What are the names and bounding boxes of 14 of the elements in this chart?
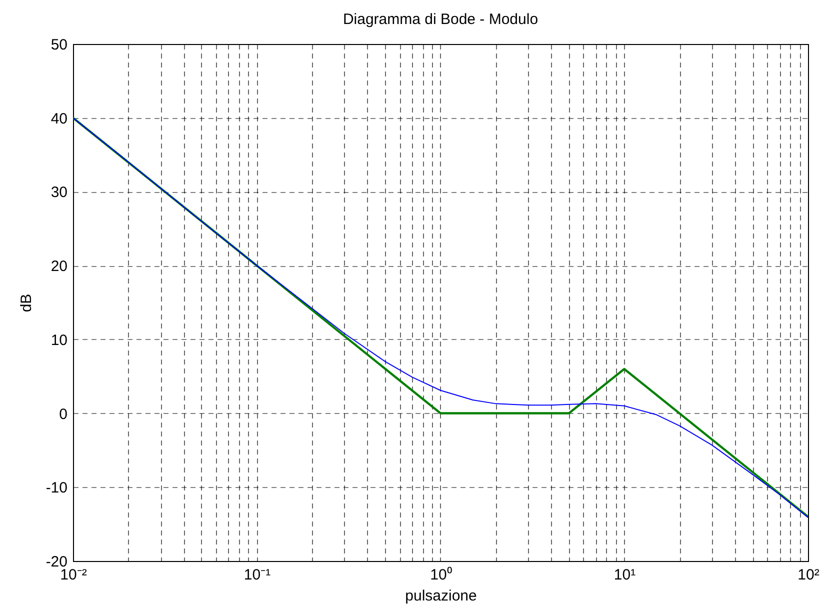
x-axis-title: pulsazione [405,588,477,604]
x-tick-label: 10¹ [614,566,636,584]
y-tick-label: 10 [50,332,68,349]
chart-title: Diagramma di Bode - Modulo [342,11,538,28]
y-tick-label: 20 [50,258,68,276]
y-tick-label: 30 [50,184,68,202]
y-axis-title: dB [18,294,35,312]
y-tick-label: 0 [59,406,68,423]
x-tick-label: 10² [798,566,820,584]
x-tick-label: 10⁻¹ [244,566,271,584]
y-tick-label: 50 [50,36,68,54]
y-tick-label: -10 [46,480,68,497]
x-tick-label: 10⁰ [430,566,452,584]
y-tick-label: 40 [50,110,68,128]
